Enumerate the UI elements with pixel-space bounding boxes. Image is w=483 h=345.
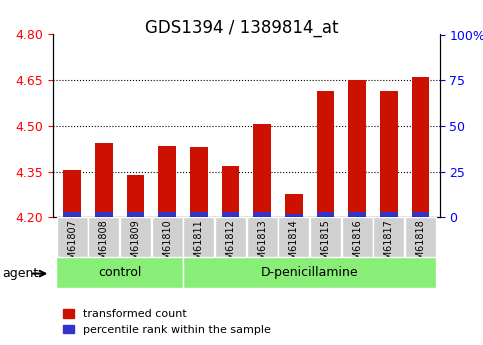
Bar [95, 143, 113, 217]
Bar [348, 80, 366, 217]
Bar [215, 217, 246, 257]
Bar [285, 214, 302, 217]
Text: GDS1394 / 1389814_at: GDS1394 / 1389814_at [145, 19, 338, 37]
Bar [310, 217, 341, 257]
Bar [254, 125, 271, 217]
Text: GSM61815: GSM61815 [321, 219, 330, 272]
Text: GSM61810: GSM61810 [162, 219, 172, 272]
Bar [247, 217, 278, 257]
Bar [183, 257, 436, 288]
Text: GSM61807: GSM61807 [67, 219, 77, 272]
Bar [412, 212, 429, 217]
Bar [405, 217, 436, 257]
Text: GSM61818: GSM61818 [415, 219, 426, 272]
Text: agent: agent [2, 267, 39, 280]
Bar [158, 212, 176, 217]
Bar [63, 170, 81, 217]
Bar [317, 91, 334, 217]
Bar [380, 212, 398, 217]
Text: GSM61808: GSM61808 [99, 219, 109, 272]
Text: GSM61809: GSM61809 [130, 219, 141, 272]
Text: GSM61813: GSM61813 [257, 219, 267, 272]
Bar [158, 146, 176, 217]
Bar [95, 212, 113, 217]
Bar [348, 212, 366, 217]
Bar [412, 77, 429, 217]
Text: GSM61812: GSM61812 [226, 219, 236, 272]
Bar [57, 217, 87, 257]
Bar [278, 217, 309, 257]
Text: GSM61811: GSM61811 [194, 219, 204, 272]
Bar [285, 195, 302, 217]
Bar [254, 212, 271, 217]
Legend: transformed count, percentile rank within the sample: transformed count, percentile rank withi… [59, 305, 275, 339]
Text: GSM61816: GSM61816 [352, 219, 362, 272]
Bar [190, 147, 208, 217]
Bar [63, 212, 81, 217]
Text: control: control [98, 266, 142, 279]
Bar [380, 91, 398, 217]
Text: GSM61814: GSM61814 [289, 219, 299, 272]
Bar [222, 212, 239, 217]
Bar [373, 217, 404, 257]
Text: GSM61817: GSM61817 [384, 219, 394, 272]
Bar [152, 217, 183, 257]
Bar [341, 217, 373, 257]
Text: D-penicillamine: D-penicillamine [261, 266, 358, 279]
Bar [190, 212, 208, 217]
Bar [222, 166, 239, 217]
Bar [57, 257, 183, 288]
Bar [127, 175, 144, 217]
Bar [120, 217, 151, 257]
Bar [184, 217, 214, 257]
Bar [127, 213, 144, 217]
Bar [317, 212, 334, 217]
Bar [88, 217, 119, 257]
